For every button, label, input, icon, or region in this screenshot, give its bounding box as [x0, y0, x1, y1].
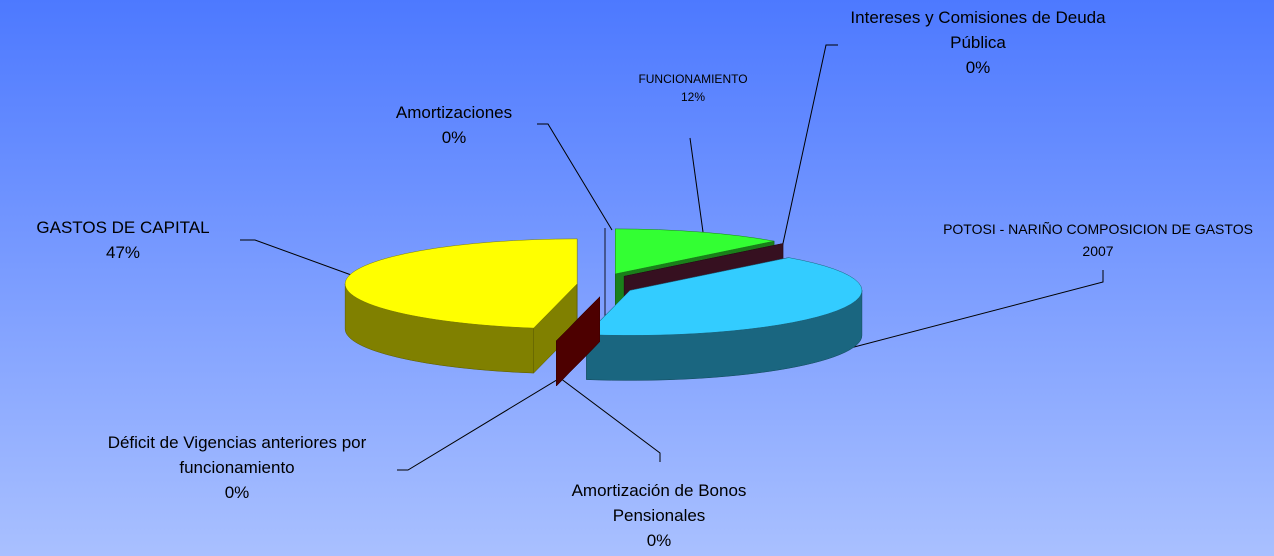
category-name: FUNCIONAMIENTO — [638, 72, 748, 86]
pie — [344, 228, 863, 387]
leader-line — [689, 137, 704, 233]
leader-line — [559, 377, 661, 462]
value-label: 12% — [680, 90, 706, 104]
category-name: POTOSI - NARIÑO COMPOSICION DE GASTOS 20… — [943, 221, 1253, 259]
category-name: Déficit de Vigencias anteriores por func… — [107, 433, 367, 477]
category-name: Intereses y Comisiones de Deuda Pública — [850, 8, 1106, 52]
category-name: GASTOS DE CAPITAL — [36, 218, 210, 237]
value-label: 0% — [441, 128, 467, 147]
value-label: 0% — [646, 531, 672, 550]
slice-label: FUNCIONAMIENTO 12% — [593, 70, 793, 106]
slice-wall — [556, 296, 601, 387]
leader-line — [240, 239, 366, 281]
value-label: 47% — [105, 243, 141, 262]
slice-label: Amortizaciones 0% — [354, 100, 554, 150]
value-label: 0% — [965, 58, 991, 77]
leader-line — [397, 377, 561, 471]
value-label: 0% — [224, 483, 250, 502]
category-name: Amortización de Bonos Pensionales — [571, 481, 747, 525]
slice-label: Intereses y Comisiones de Deuda Pública 0… — [841, 5, 1116, 80]
slice — [344, 238, 578, 329]
leader-line — [537, 123, 613, 231]
leader-lines — [240, 44, 1104, 471]
slice-label: GASTOS DE CAPITAL 47% — [0, 215, 253, 265]
slice — [585, 257, 863, 336]
slice-label: Déficit de Vigencias anteriores por func… — [72, 430, 402, 505]
category-name: Amortizaciones — [395, 103, 513, 122]
leader-line — [781, 44, 838, 249]
slice-label: Amortización de Bonos Pensionales 0% — [534, 478, 784, 553]
leader-line — [834, 270, 1104, 353]
slice — [615, 228, 775, 275]
slice-label: POTOSI - NARIÑO COMPOSICION DE GASTOS 20… — [938, 218, 1258, 262]
